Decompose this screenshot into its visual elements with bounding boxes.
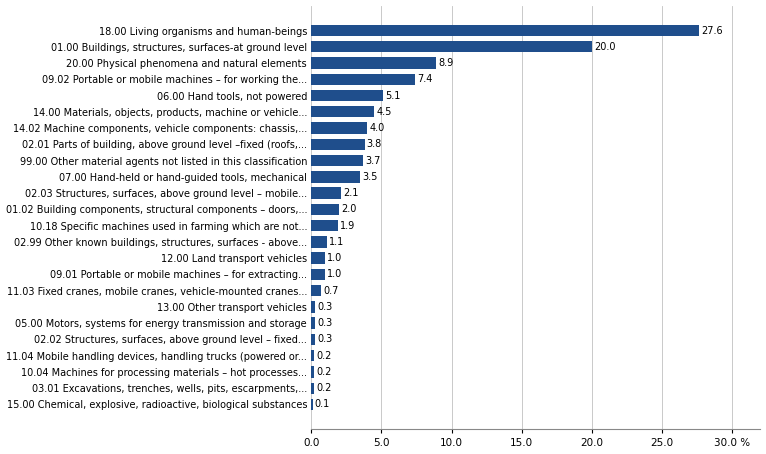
Bar bbox=[311, 138, 365, 150]
Bar bbox=[311, 25, 699, 36]
Bar bbox=[311, 236, 326, 247]
Text: 3.8: 3.8 bbox=[367, 139, 382, 149]
Bar bbox=[311, 383, 314, 394]
Bar bbox=[311, 57, 436, 69]
Text: 7.4: 7.4 bbox=[417, 74, 433, 84]
Bar bbox=[311, 204, 339, 215]
Text: 0.3: 0.3 bbox=[318, 335, 332, 345]
Text: 27.6: 27.6 bbox=[701, 25, 722, 35]
Text: 5.1: 5.1 bbox=[385, 90, 401, 100]
Text: 0.3: 0.3 bbox=[318, 318, 332, 328]
Text: 0.2: 0.2 bbox=[316, 383, 332, 393]
Bar bbox=[311, 285, 321, 296]
Text: 8.9: 8.9 bbox=[438, 58, 453, 68]
Bar bbox=[311, 399, 313, 410]
Bar bbox=[311, 155, 363, 166]
Bar bbox=[311, 123, 368, 134]
Bar bbox=[311, 252, 326, 264]
Bar bbox=[311, 269, 326, 280]
Text: 2.1: 2.1 bbox=[343, 188, 358, 198]
Bar bbox=[311, 106, 375, 118]
Text: 1.1: 1.1 bbox=[329, 237, 344, 247]
Bar bbox=[311, 334, 316, 345]
Bar bbox=[311, 366, 314, 378]
Bar bbox=[311, 220, 338, 231]
Text: 0.3: 0.3 bbox=[318, 302, 332, 312]
Text: 0.2: 0.2 bbox=[316, 367, 332, 377]
Text: 0.2: 0.2 bbox=[316, 350, 332, 360]
Text: 2.0: 2.0 bbox=[342, 204, 357, 214]
Text: 0.7: 0.7 bbox=[323, 286, 339, 296]
Text: 1.0: 1.0 bbox=[327, 253, 342, 263]
Text: 3.5: 3.5 bbox=[362, 172, 378, 182]
Text: 1.9: 1.9 bbox=[340, 221, 355, 231]
Bar bbox=[311, 41, 592, 53]
Bar bbox=[311, 171, 360, 183]
Bar bbox=[311, 350, 314, 361]
Bar bbox=[311, 301, 316, 313]
Bar bbox=[311, 74, 415, 85]
Bar bbox=[311, 90, 383, 101]
Text: 20.0: 20.0 bbox=[594, 42, 616, 52]
Text: 0.1: 0.1 bbox=[315, 400, 330, 410]
Text: 1.0: 1.0 bbox=[327, 269, 342, 279]
Bar bbox=[311, 317, 316, 329]
Text: 4.5: 4.5 bbox=[377, 107, 392, 117]
Text: 4.0: 4.0 bbox=[369, 123, 385, 133]
Bar bbox=[311, 188, 341, 199]
Text: 3.7: 3.7 bbox=[365, 156, 381, 166]
